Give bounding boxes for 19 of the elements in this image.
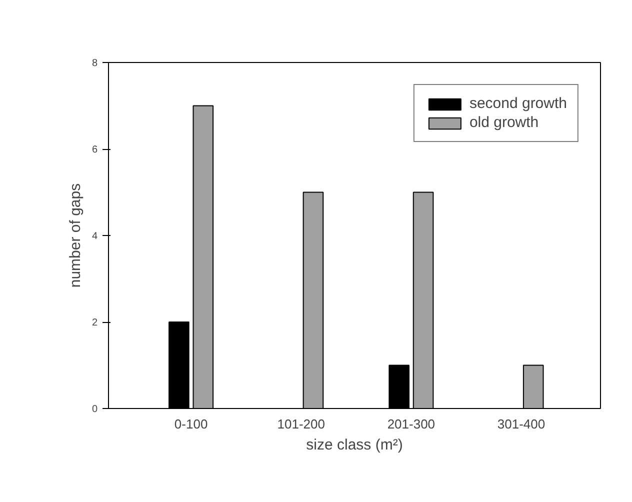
y-tick-label: 4 [92,231,98,242]
x-axis-title: size class (m²) [306,436,403,454]
bar [412,192,434,408]
y-tick-label: 6 [92,144,98,156]
x-tick-label: 101-200 [277,416,325,432]
bar [388,364,410,408]
x-tick-label: 0-100 [174,416,208,432]
y-tick-label: 0 [92,404,98,415]
y-tick-label: 8 [92,58,98,69]
legend-label: second growth [469,95,567,112]
x-tick-label: 201-300 [387,416,436,432]
bar [522,364,544,408]
x-tick-label: 301-400 [497,416,546,432]
y-tick-label: 2 [92,318,98,328]
bar [302,192,324,408]
y-axis-title: number of gaps [66,183,84,288]
legend-label: old growth [469,114,539,131]
bar [192,105,214,408]
bar [168,322,190,408]
